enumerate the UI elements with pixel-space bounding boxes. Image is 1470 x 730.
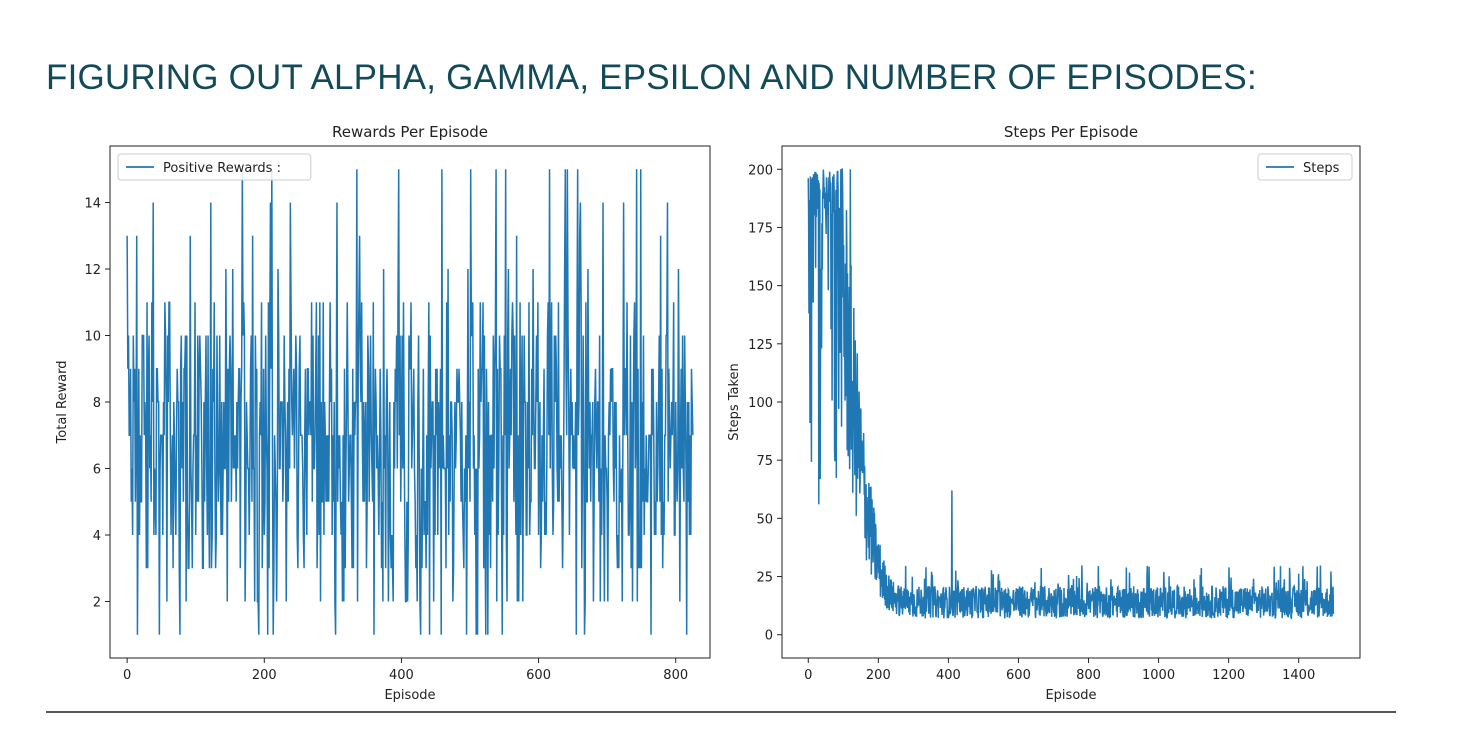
steps-y-tick-label: 50 bbox=[756, 512, 773, 527]
steps-x-tick-label: 0 bbox=[804, 668, 812, 683]
rewards-y-tick-label: 8 bbox=[93, 396, 101, 411]
steps-y-tick-label: 150 bbox=[748, 280, 773, 295]
rewards-legend-box bbox=[117, 153, 312, 181]
rewards-x-tick-label: 0 bbox=[123, 668, 131, 683]
steps-legend-label: Steps bbox=[1303, 161, 1340, 176]
steps-per-episode-chart: Steps Per Episode 0 200 400 600 800 1000 1200 14… bbox=[718, 118, 1370, 708]
rewards-x-tick-label: 800 bbox=[663, 668, 688, 683]
bottom-divider bbox=[46, 711, 1396, 713]
rewards-legend-label: Positive Rewards : bbox=[163, 161, 281, 176]
rewards-y-axis-label: Total Reward bbox=[55, 361, 70, 445]
steps-y-tick-label: 0 bbox=[765, 629, 773, 644]
rewards-x-tick-label: 600 bbox=[526, 668, 551, 683]
steps-chart-title: Steps Per Episode bbox=[1004, 123, 1138, 141]
steps-x-tick-label: 200 bbox=[866, 668, 891, 683]
rewards-per-episode-chart: Rewards Per Episode 0 200 400 600 800 2 4 6 8 10 12… bbox=[46, 118, 720, 708]
steps-y-axis-label: Steps Taken bbox=[727, 363, 742, 441]
steps-x-tick-label: 800 bbox=[1076, 668, 1101, 683]
rewards-chart-title: Rewards Per Episode bbox=[332, 123, 488, 141]
rewards-y-tick-label: 12 bbox=[84, 263, 101, 278]
rewards-series-line bbox=[126, 169, 694, 635]
steps-legend-box bbox=[1257, 153, 1353, 181]
rewards-x-tick-label: 400 bbox=[389, 668, 414, 683]
rewards-y-tick-label: 14 bbox=[84, 197, 101, 212]
steps-y-tick-label: 175 bbox=[748, 221, 773, 236]
rewards-plot-frame bbox=[109, 145, 711, 659]
rewards-x-axis-label: Episode bbox=[384, 688, 435, 703]
steps-y-tick-label: 75 bbox=[756, 454, 773, 469]
steps-y-tick-label: 100 bbox=[748, 396, 773, 411]
steps-y-tick-label: 200 bbox=[748, 163, 773, 178]
rewards-y-tick-label: 10 bbox=[84, 330, 101, 345]
rewards-y-tick-label: 4 bbox=[93, 529, 101, 544]
slide-title: FIGURING OUT ALPHA, GAMMA, EPSILON AND N… bbox=[46, 58, 1257, 97]
steps-x-axis-label: Episode bbox=[1045, 688, 1096, 703]
rewards-x-tick-label: 200 bbox=[252, 668, 277, 683]
steps-series-line bbox=[807, 168, 1335, 620]
steps-x-tick-label: 1000 bbox=[1142, 668, 1175, 683]
steps-y-tick-label: 25 bbox=[756, 571, 773, 586]
steps-x-tick-label: 400 bbox=[936, 668, 961, 683]
steps-legend: Steps bbox=[1257, 153, 1353, 181]
rewards-legend: Positive Rewards : bbox=[117, 153, 312, 181]
steps-x-tick-label: 1200 bbox=[1212, 668, 1245, 683]
rewards-y-tick-label: 2 bbox=[93, 595, 101, 610]
rewards-chart-svg: Rewards Per Episode 0 200 400 600 800 2 4 6 8 10 12… bbox=[55, 123, 711, 703]
steps-y-tick-label: 125 bbox=[748, 338, 773, 353]
steps-x-tick-label: 1400 bbox=[1282, 668, 1315, 683]
rewards-y-tick-label: 6 bbox=[93, 462, 101, 477]
steps-x-tick-label: 600 bbox=[1006, 668, 1031, 683]
